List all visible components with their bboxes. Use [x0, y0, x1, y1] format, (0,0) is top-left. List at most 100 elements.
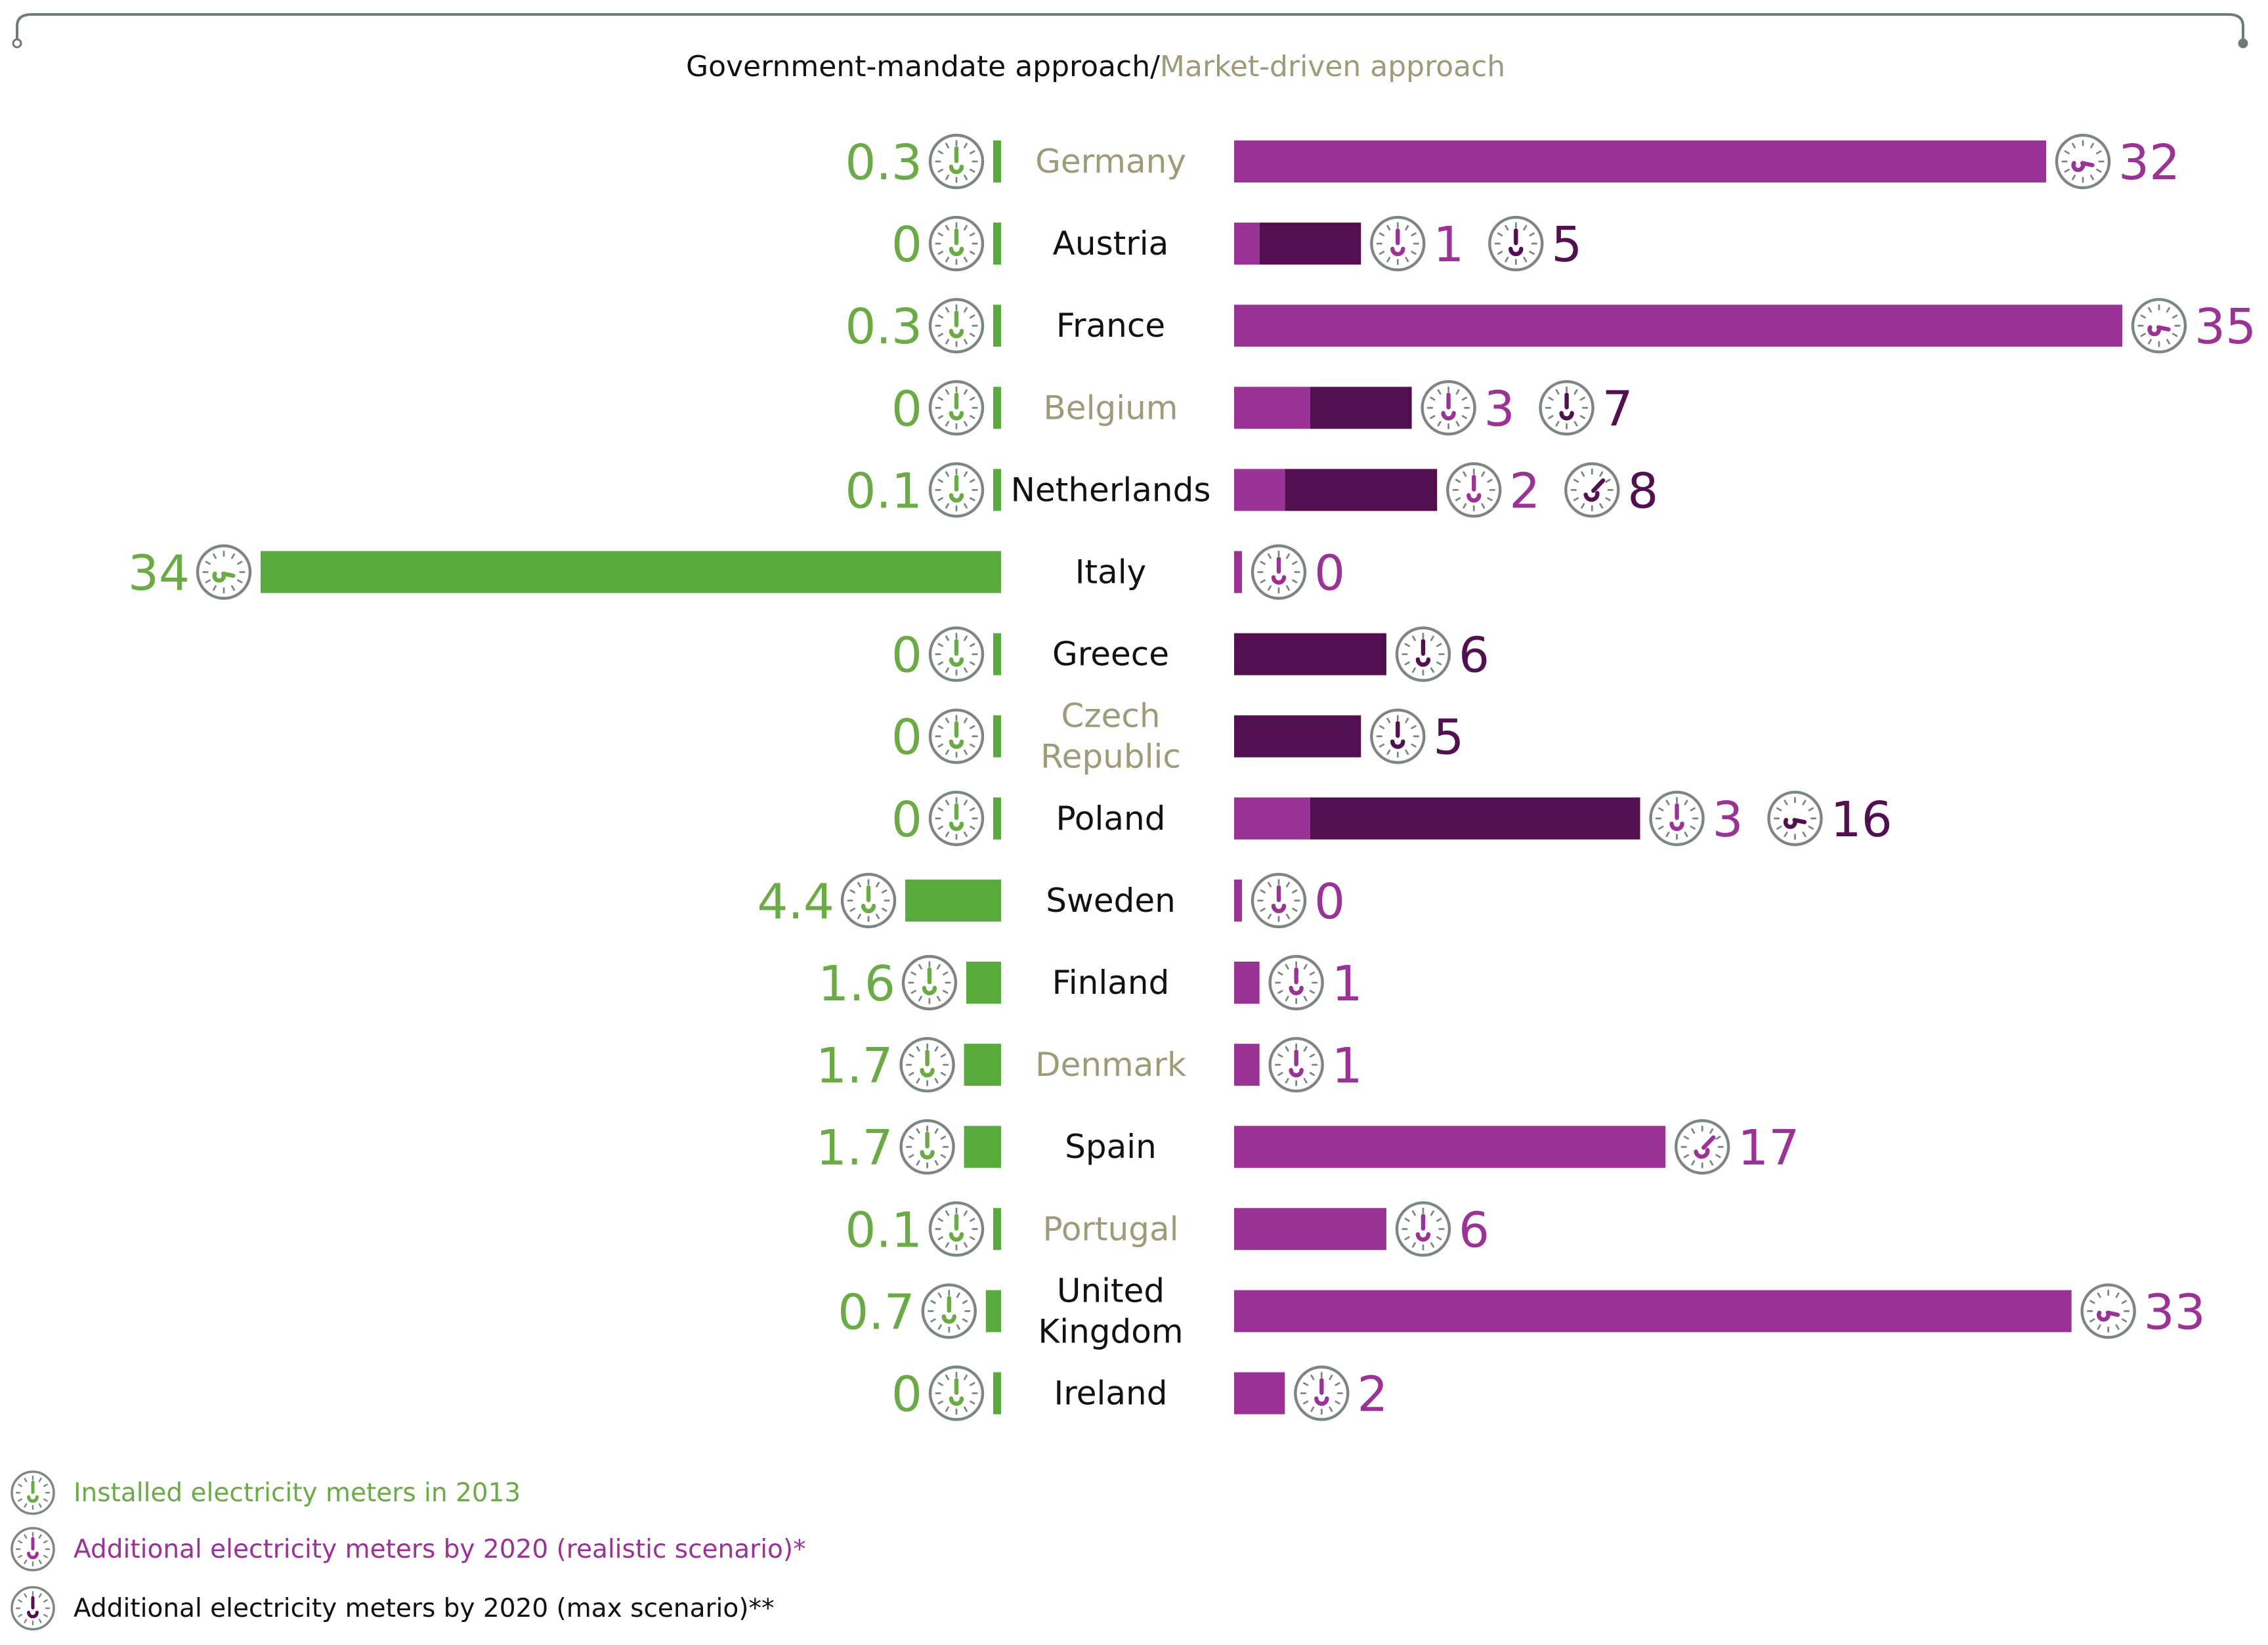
bar-installed-2013: [905, 879, 1001, 922]
bar-realistic-2020: [1234, 1290, 2072, 1333]
installed-meter-icon: [196, 544, 252, 600]
bar-max-2020: [1310, 797, 1640, 840]
category-label: Greece: [1052, 635, 1169, 673]
bar-installed-2013: [993, 797, 1001, 840]
installed-meter-icon: [928, 1365, 985, 1421]
category-label: Poland: [1056, 800, 1166, 838]
installed-meter-icon: [899, 1036, 955, 1093]
chart-row: Denmark 1.7 1: [816, 1036, 1363, 1094]
header-bracket: [16, 13, 2244, 41]
data-label-installed: 0.7: [838, 1284, 915, 1340]
category-label-line: Germany: [1035, 142, 1186, 181]
bar-realistic-2020: [1234, 469, 1285, 511]
bar-installed-2013: [993, 223, 1001, 265]
data-label-installed: 0: [891, 217, 922, 273]
bar-realistic-2020: [1234, 140, 2047, 182]
chart-row: United Kingdom 0.7 33: [838, 1271, 2206, 1350]
installed-meter-icon: [11, 1470, 55, 1515]
bar-max-2020: [1310, 387, 1412, 429]
data-label-max: 6: [1459, 628, 1489, 684]
installed-meter-icon: [899, 1119, 955, 1175]
category-label-line: Sweden: [1046, 882, 1176, 920]
bar-installed-2013: [993, 1372, 1001, 1415]
bar-realistic-2020: [1234, 1372, 1285, 1415]
category-label: Netherlands: [1011, 471, 1211, 509]
data-label-max: 7: [1602, 381, 1633, 437]
bar-realistic-2020: [1234, 879, 1242, 922]
data-label-realistic: 17: [1738, 1120, 1799, 1176]
data-label-max: 16: [1831, 792, 1893, 848]
chart-row: Poland 0 3 16: [891, 790, 1893, 848]
installed-meter-icon: [928, 790, 985, 847]
data-label-max: 5: [1551, 217, 1582, 273]
data-label-max: 8: [1627, 463, 1658, 519]
bar-installed-2013: [985, 1290, 1001, 1333]
max-meter-icon: [1395, 626, 1451, 682]
realistic-meter-icon: [1421, 380, 1476, 436]
data-label-installed: 0.1: [845, 463, 922, 519]
category-label: Portugal: [1042, 1210, 1178, 1248]
max-meter-icon: [1370, 708, 1426, 764]
chart-row: Sweden 4.4 0: [757, 872, 1345, 930]
realistic-meter-icon: [1370, 215, 1426, 272]
bar-installed-2013: [261, 551, 1001, 593]
legend-item-installed: Installed electricity meters in 2013: [9, 1468, 521, 1518]
realistic-meter-icon: [2131, 298, 2187, 354]
bracket-end-left: [12, 38, 22, 49]
installed-meter-icon: [928, 298, 985, 354]
data-label-installed: 0: [891, 792, 922, 848]
category-label: Germany: [1035, 142, 1186, 181]
category-label-line: Czech: [1061, 697, 1160, 735]
legend-item-realistic: Additional electricity meters by 2020 (r…: [9, 1524, 806, 1574]
data-label-realistic: 2: [1357, 1367, 1388, 1423]
bar-max-2020: [1234, 715, 1361, 758]
category-label-line: Finland: [1052, 964, 1170, 1002]
chart-row: Czech Republic 0 5: [891, 697, 1464, 776]
chart-row: Germany 0.3 32: [845, 133, 2180, 191]
chart-title: Government-mandate approach/Market-drive…: [686, 50, 1505, 83]
category-label: Ireland: [1054, 1375, 1168, 1413]
realistic-meter-icon: [1446, 462, 1502, 518]
bar-installed-2013: [966, 962, 1001, 1004]
bar-max-2020: [1285, 469, 1438, 511]
category-label-line: Spain: [1065, 1128, 1157, 1166]
max-meter-icon: [1767, 790, 1823, 847]
title-government: Government-mandate approach/: [686, 50, 1160, 83]
chart-row: Belgium 0 3 7: [891, 380, 1633, 437]
bar-realistic-2020: [1234, 1044, 1260, 1086]
data-label-installed: 4.4: [757, 874, 834, 930]
category-label: Austria: [1053, 224, 1169, 263]
category-label: Sweden: [1046, 882, 1176, 920]
realistic-meter-icon: [1674, 1119, 1730, 1175]
data-label-max: 5: [1433, 710, 1464, 766]
realistic-meter-icon: [1294, 1365, 1350, 1421]
data-label-realistic: 3: [1484, 381, 1515, 437]
bar-realistic-2020: [1234, 387, 1310, 429]
category-label: Denmark: [1035, 1046, 1186, 1084]
max-meter-icon: [11, 1586, 55, 1631]
chart-row: France 0.3 35: [845, 298, 2256, 355]
data-label-installed: 0: [891, 381, 922, 437]
bar-max-2020: [1259, 223, 1361, 265]
data-label-realistic: 2: [1509, 463, 1540, 519]
title-market: Market-driven approach: [1160, 50, 1505, 83]
category-label: United Kingdom: [1038, 1271, 1183, 1350]
data-label-installed: 1.7: [816, 1038, 893, 1094]
bar-realistic-2020: [1234, 1126, 1666, 1168]
max-meter-icon: [1488, 215, 1544, 272]
data-label-installed: 0: [891, 628, 922, 684]
data-label-realistic: 1: [1433, 217, 1464, 273]
chart-row: Italy 34 0: [128, 544, 1345, 602]
installed-meter-icon: [928, 708, 985, 764]
data-label-installed: 0.3: [845, 299, 922, 355]
bar-installed-2013: [993, 387, 1001, 429]
bar-installed-2013: [993, 633, 1001, 675]
realistic-meter-icon: [11, 1527, 55, 1571]
bar-realistic-2020: [1234, 551, 1242, 593]
installed-meter-icon: [928, 215, 985, 272]
realistic-meter-icon: [2080, 1283, 2136, 1339]
chart-row: Spain 1.7 17: [816, 1119, 1799, 1176]
bar-installed-2013: [993, 140, 1001, 182]
chart-row: Netherlands 0.1 2 8: [845, 462, 1658, 519]
